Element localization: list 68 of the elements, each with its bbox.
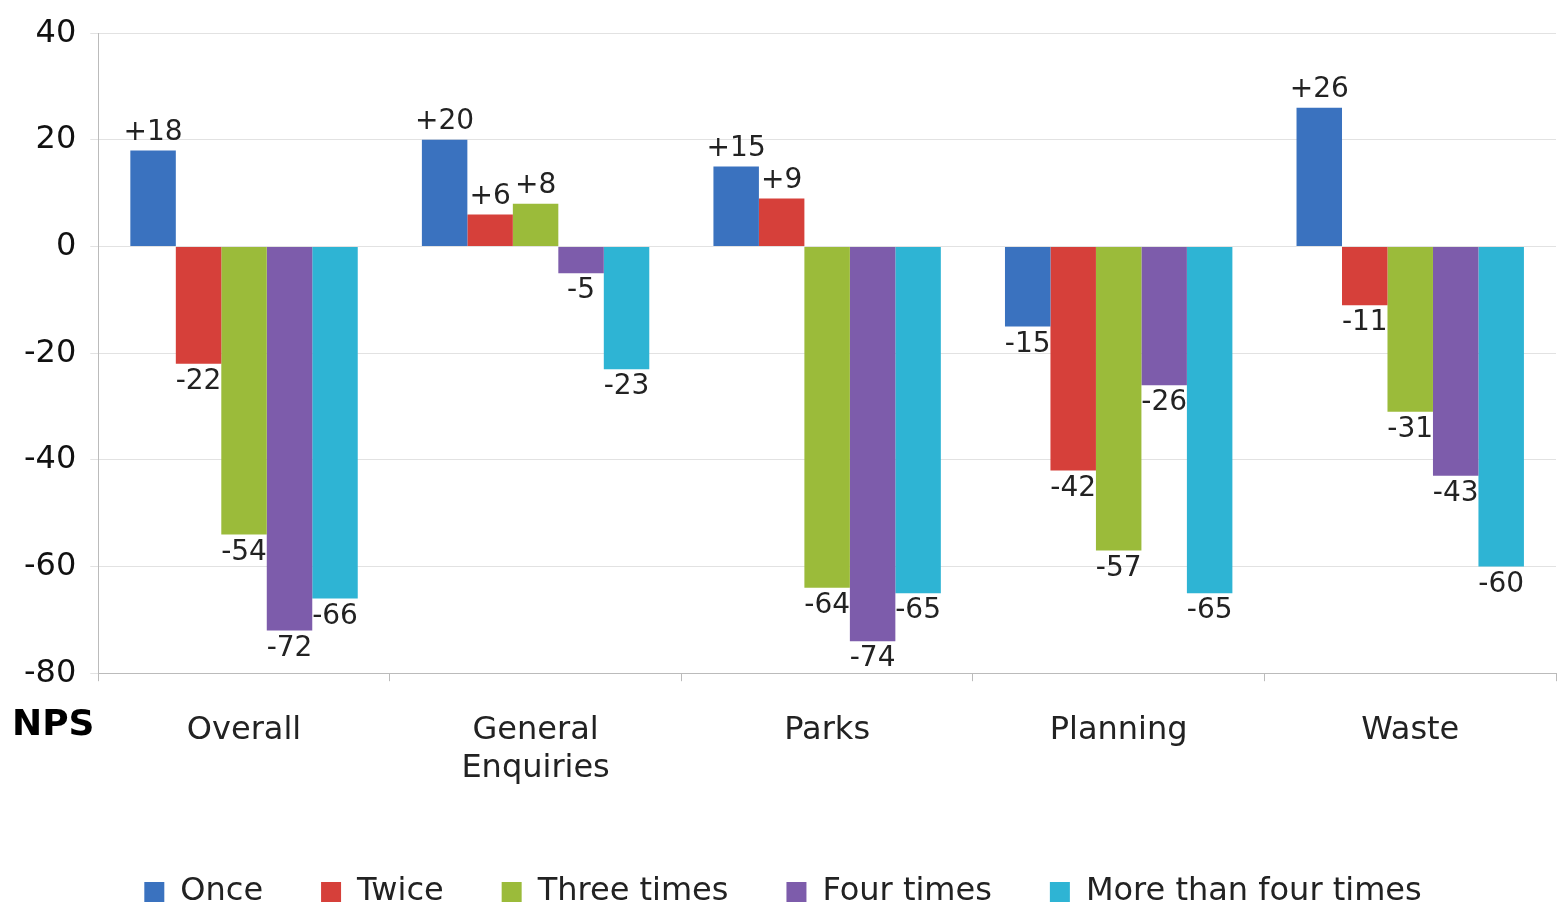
data-label: -74 xyxy=(849,640,896,674)
data-label: +18 xyxy=(123,113,183,147)
bar xyxy=(1342,247,1388,306)
x-tick-label: Parks xyxy=(784,708,871,747)
bar xyxy=(266,247,313,631)
data-label: +6 xyxy=(469,177,511,211)
y-tick-label: -60 xyxy=(24,544,77,583)
y-tick-label: -20 xyxy=(24,331,77,370)
x-tick-label: Overall xyxy=(186,708,302,747)
bar xyxy=(1296,107,1343,247)
data-label: -65 xyxy=(1186,592,1233,626)
y-tick-label: 0 xyxy=(55,224,77,263)
data-label: -31 xyxy=(1387,411,1434,445)
data-label: +9 xyxy=(761,161,803,195)
bar xyxy=(1478,247,1524,567)
y-tick-label: 40 xyxy=(35,11,77,50)
data-label: -22 xyxy=(175,363,222,397)
bar xyxy=(804,247,850,588)
bar xyxy=(1387,247,1433,412)
data-label: -5 xyxy=(567,272,596,306)
y-tick-label: 20 xyxy=(35,118,77,157)
bar xyxy=(1432,247,1479,476)
data-label: +8 xyxy=(514,167,557,201)
bar xyxy=(221,247,267,535)
legend-label: Three times xyxy=(536,870,729,909)
data-label: -11 xyxy=(1341,304,1388,338)
y-tick-label: -40 xyxy=(24,438,77,477)
data-label: +20 xyxy=(415,103,475,137)
data-label: -57 xyxy=(1095,549,1142,583)
y-axis-title: NPS xyxy=(12,701,95,743)
legend-label: Four times xyxy=(822,870,992,909)
data-label: +26 xyxy=(1289,71,1349,105)
data-label: -72 xyxy=(266,629,313,663)
bar xyxy=(312,247,358,599)
bar xyxy=(895,247,941,594)
legend-label: Twice xyxy=(356,870,444,909)
x-tick-label: Planning xyxy=(1049,708,1188,747)
bar xyxy=(130,150,176,247)
bar xyxy=(421,139,468,247)
x-tick-label: General Enquiries xyxy=(461,708,610,786)
data-label: -26 xyxy=(1141,384,1188,418)
data-label: -66 xyxy=(312,597,358,631)
bar xyxy=(512,203,559,247)
data-label: -64 xyxy=(804,587,850,621)
x-tick-label: Waste xyxy=(1361,708,1460,747)
bar xyxy=(603,247,650,370)
bar xyxy=(713,166,759,247)
data-label: -54 xyxy=(221,533,267,567)
y-tick-label: -80 xyxy=(24,651,77,690)
data-label: -43 xyxy=(1432,475,1479,509)
bar xyxy=(1141,247,1187,386)
bar xyxy=(1095,247,1142,551)
bar xyxy=(849,247,896,642)
data-label: -23 xyxy=(603,368,650,402)
data-label: +15 xyxy=(706,129,766,163)
data-label: -42 xyxy=(1050,469,1097,503)
data-label: -15 xyxy=(1004,325,1051,359)
bar xyxy=(558,247,604,274)
data-label: -65 xyxy=(895,592,941,626)
bar xyxy=(1050,247,1096,471)
bar xyxy=(1186,247,1233,594)
bar xyxy=(467,214,513,247)
bar xyxy=(1004,247,1051,327)
bar xyxy=(175,247,222,364)
bar xyxy=(758,198,805,247)
legend-label: Once xyxy=(180,870,264,909)
data-label: -60 xyxy=(1478,565,1525,599)
legend-label: More than four times xyxy=(1085,870,1422,909)
